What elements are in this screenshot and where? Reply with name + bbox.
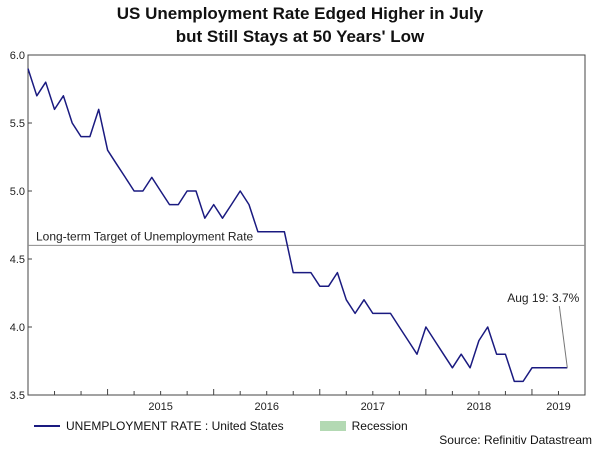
x-tick-label: 2016 [254,401,278,413]
legend-swatch-recession [319,421,346,431]
data-point [63,95,65,97]
data-point [460,353,462,355]
y-tick-label: 6.0 [10,50,25,62]
x-tick-label: 2019 [546,401,570,413]
data-point [80,136,82,138]
legend-label-recession: Recession [351,419,408,433]
data-point [186,190,188,192]
data-point [98,109,100,111]
data-point [505,353,507,355]
data-point [363,299,365,301]
data-point [116,163,118,165]
chart-title: US Unemployment Rate Edged Higher in Jul… [0,2,600,48]
data-point [204,217,206,219]
data-point [319,285,321,287]
chart-title-line-2: but Still Stays at 50 Years' Low [175,27,425,46]
data-point [248,204,250,206]
x-tick-label: 2018 [467,401,491,413]
y-tick-label: 5.5 [10,118,25,130]
data-point [292,272,294,274]
data-point [549,367,551,369]
source-note: Source: Refinitiv Datastream [439,433,592,447]
legend-label-series: UNEMPLOYMENT RATE : United States [66,419,284,433]
data-point [54,109,56,111]
data-point [496,353,498,355]
data-point [434,340,436,342]
data-point [266,231,268,233]
data-point [540,367,542,369]
data-point [416,353,418,355]
data-point [45,81,47,83]
series-line-unemployment [27,68,568,383]
data-point [178,204,180,206]
data-point [443,353,445,355]
data-point [407,340,409,342]
data-point [522,381,524,383]
data-point [275,231,277,233]
data-point [328,285,330,287]
data-point [239,190,241,192]
legend: UNEMPLOYMENT RATE : United States Recess… [34,418,408,434]
legend-swatch-series [34,425,60,427]
data-point [169,204,171,206]
plot-area: 3.5 4.0 4.5 5.0 5.5 6.0 2015 2016 2017 2018 2019 Lo… [10,50,586,413]
data-point [71,122,73,124]
data-point [478,340,480,342]
data-point [213,204,215,206]
data-point [231,204,233,206]
annotation-label: Aug 19: 3.7% [507,291,579,305]
data-point [36,95,38,97]
y-tick-label: 3.5 [10,390,25,402]
reference-line-label: Long-term Target of Unemployment Rate [36,229,254,243]
data-point [284,231,286,233]
data-point [390,313,392,315]
plot-frame [27,54,586,396]
data-point [160,190,162,192]
data-point [399,326,401,328]
chart-title-line-1: US Unemployment Rate Edged Higher in Jul… [116,4,484,23]
data-point [257,231,259,233]
data-point [513,381,515,383]
data-point [558,367,560,369]
data-point [195,190,197,192]
y-tick-label: 4.0 [10,322,25,334]
annotation-leader [558,305,568,368]
data-point [310,272,312,274]
data-point [124,177,126,179]
data-point [381,313,383,315]
data-point [27,68,29,70]
legend-item-recession: Recession [319,419,408,433]
x-tick-label: 2017 [361,401,385,413]
data-point [487,326,489,328]
legend-item-series: UNEMPLOYMENT RATE : United States [34,419,284,433]
data-point [469,367,471,369]
data-point [425,326,427,328]
data-point [142,190,144,192]
data-point [372,313,374,315]
data-point [89,136,91,138]
data-point [345,299,347,301]
x-tick-label: 2015 [148,401,172,413]
y-tick-label: 4.5 [10,254,25,266]
data-point [133,190,135,192]
data-point [452,367,454,369]
data-point [151,177,153,179]
data-point [107,149,109,151]
data-point [301,272,303,274]
data-point [337,272,339,274]
data-point [354,313,356,315]
data-point [222,217,224,219]
y-tick-label: 5.0 [10,186,25,198]
data-point [531,367,533,369]
